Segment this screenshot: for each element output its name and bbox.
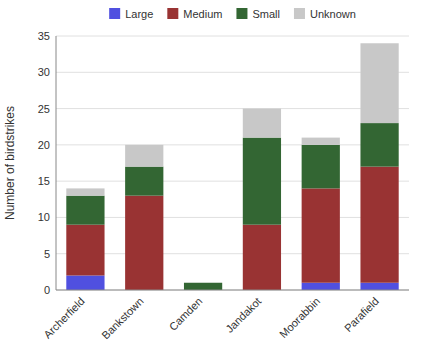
bar-segment: [184, 283, 222, 290]
bar-segment: [302, 145, 340, 189]
legend: Large Medium Small Unknown: [109, 8, 356, 20]
chart-svg: 0 5 10 15 20 25 30 35 Archerfield Bankstown Camden…: [0, 0, 421, 356]
legend-item: Unknown: [294, 8, 356, 20]
legend-swatch: [109, 8, 120, 19]
bars: [66, 43, 398, 290]
chart-container: 0 5 10 15 20 25 30 35 Archerfield Bankstown Camden…: [0, 0, 421, 356]
bar-segment: [125, 167, 163, 196]
grid-line: [56, 181, 409, 182]
legend-label: Large: [125, 8, 153, 20]
series-1: [66, 167, 398, 290]
bar-segment: [243, 138, 281, 225]
legend-swatch: [294, 8, 305, 19]
series-0: [66, 275, 398, 290]
legend-item: Medium: [167, 8, 222, 20]
y-tick-label: 30: [38, 66, 50, 78]
y-tick-label: 10: [38, 211, 50, 223]
x-tick-label: Moorabbin: [277, 295, 322, 340]
x-axis-line: [56, 290, 409, 291]
legend-swatch: [236, 8, 247, 19]
grid-line: [56, 144, 409, 145]
y-axis-label: Number of birdstrikes: [3, 106, 17, 220]
series-2: [66, 123, 398, 290]
x-tick-label: Parafield: [342, 295, 381, 334]
legend-item: Small: [236, 8, 280, 20]
grid-line: [56, 253, 409, 254]
bar-segment: [360, 43, 398, 123]
legend-label: Unknown: [310, 8, 356, 20]
y-tick-label: 15: [38, 175, 50, 187]
x-tick-label: Camden: [167, 295, 205, 333]
bar-segment: [360, 283, 398, 290]
bar-segment: [125, 145, 163, 167]
grid-line: [56, 72, 409, 73]
x-tick-labels: Archerfield Bankstown Camden Jandakot Moorab…: [41, 295, 381, 342]
y-tick-labels: 0 5 10 15 20 25 30 35: [38, 30, 50, 296]
grid-line: [56, 108, 409, 109]
bar-segment: [66, 275, 104, 290]
y-tick-label: 25: [38, 103, 50, 115]
legend-swatch: [167, 8, 178, 19]
bar-segment: [66, 188, 104, 195]
y-grid: [56, 36, 409, 290]
legend-label: Small: [252, 8, 280, 20]
bar-segment: [360, 123, 398, 167]
bar-segment: [125, 196, 163, 290]
bar-segment: [243, 225, 281, 290]
bar-segment: [302, 283, 340, 290]
grid-line: [56, 36, 409, 37]
x-tick-label: Bankstown: [99, 295, 146, 342]
bar-segment: [360, 167, 398, 283]
y-tick-label: 5: [44, 248, 50, 260]
bar-segment: [66, 196, 104, 225]
x-tick-label: Jandakot: [223, 295, 263, 335]
series-3: [66, 43, 398, 195]
bar-segment: [302, 138, 340, 145]
grid-line: [56, 290, 409, 291]
bar-segment: [302, 188, 340, 282]
bar-segment: [66, 225, 104, 276]
y-tick-label: 0: [44, 284, 50, 296]
y-tick-label: 20: [38, 139, 50, 151]
grid-line: [56, 217, 409, 218]
x-tick-label: Archerfield: [41, 295, 87, 341]
legend-label: Medium: [183, 8, 222, 20]
bar-segment: [184, 282, 222, 283]
bar-segment: [243, 109, 281, 138]
legend-item: Large: [109, 8, 153, 20]
y-axis-line: [56, 36, 57, 290]
y-tick-label: 35: [38, 30, 50, 42]
